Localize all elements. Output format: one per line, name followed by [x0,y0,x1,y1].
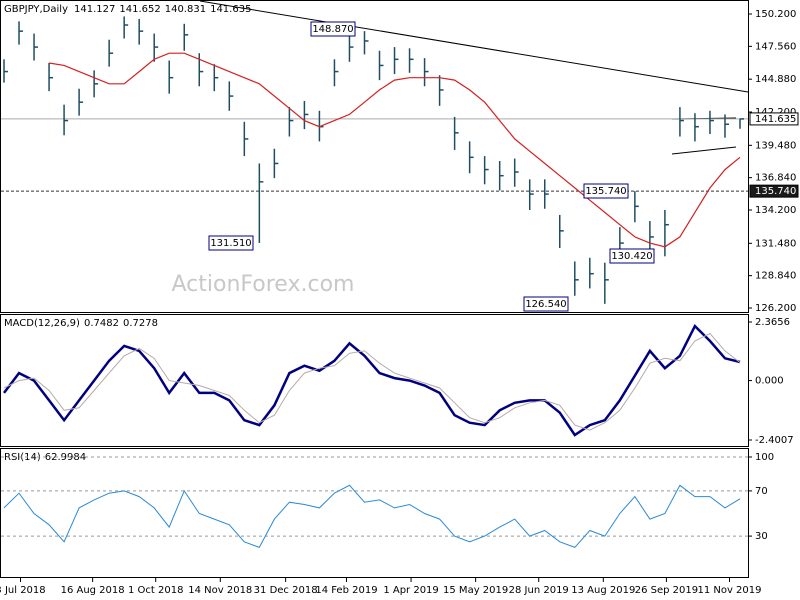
x-tick-label: 14 Nov 2018 [188,585,252,596]
annotation-box [523,296,569,312]
macd-value: 0.7482 [84,318,119,329]
x-tick-label: 3 Jul 2018 [0,585,46,596]
annotation-box [310,21,356,37]
y-tick-label: 134.200 [755,205,796,216]
price-level-box [749,112,799,126]
y-tick-label: 100 [755,452,774,463]
triangle-lower [671,146,737,155]
annotation-label: 130.420 [611,251,652,262]
annotation-box [609,248,655,264]
close: 141.635 [210,4,251,15]
price-header: GBPJPY,Daily 141.127 141.652 140.831 141.635 [4,4,251,15]
rsi-panel-frame [0,448,749,578]
indicator: RSI(14) [4,452,41,463]
annotation-box [208,235,254,251]
symbol: GBPJPY,Daily [4,4,68,15]
y-tick-label: 131.480 [755,238,796,249]
y-tick-label: 126.200 [755,303,796,314]
x-tick-label: 16 Aug 2018 [61,585,125,596]
y-tick-label: 139.480 [755,140,796,151]
x-tick-label: 13 Aug 2019 [571,585,635,596]
low: 140.831 [165,4,206,15]
rsi-value: 62.9984 [45,452,86,463]
indicator: MACD(12,26,9) [4,318,80,329]
y-tick-label: 30 [755,531,768,542]
macd-header: MACD(12,26,9) 0.7482 0.7278 [4,318,158,329]
x-tick-label: 15 May 2019 [443,585,508,596]
trend-line [199,0,749,93]
y-tick-label: 147.560 [755,41,796,52]
moving-average [49,52,741,248]
y-tick-label: 128.840 [755,271,796,282]
x-tick-label: 11 Nov 2019 [697,585,761,596]
y-tick-label: -2.4007 [755,435,794,446]
x-tick-label: 1 Oct 2018 [128,585,183,596]
y-tick-label: 0.000 [755,376,784,387]
price-level-label: 135.740 [755,186,796,197]
y-tick-label: 150.200 [755,9,796,20]
y-tick-label: 70 [755,486,768,497]
x-tick-label: 1 Apr 2019 [383,585,438,596]
x-tick-label: 28 Jun 2019 [509,585,569,596]
x-tick-label: 31 Dec 2018 [254,585,318,596]
open: 141.127 [74,4,115,15]
price-level-box [749,184,799,198]
indicator-line [3,484,741,549]
y-tick-label: 144.880 [755,74,796,85]
y-tick-label: 2.3656 [755,317,790,328]
annotation-box [583,183,629,199]
price-panel-frame [0,0,749,313]
signal-value: 0.7278 [123,318,158,329]
indicator-line [3,332,741,431]
high: 141.652 [119,4,160,15]
x-tick-label: 14 Feb 2019 [315,585,377,596]
annotation-label: 135.740 [585,186,626,197]
price-level-label: 141.635 [755,114,796,125]
x-tick-label: 26 Sep 2019 [635,585,698,596]
y-tick-label: 136.840 [755,173,796,184]
annotation-label: 148.870 [312,24,353,35]
annotation-label: 126.540 [525,299,566,310]
rsi-header: RSI(14) 62.9984 [4,452,86,463]
indicator-line [3,324,741,437]
watermark: ActionForex.com [172,272,355,297]
annotation-label: 131.510 [210,238,251,249]
